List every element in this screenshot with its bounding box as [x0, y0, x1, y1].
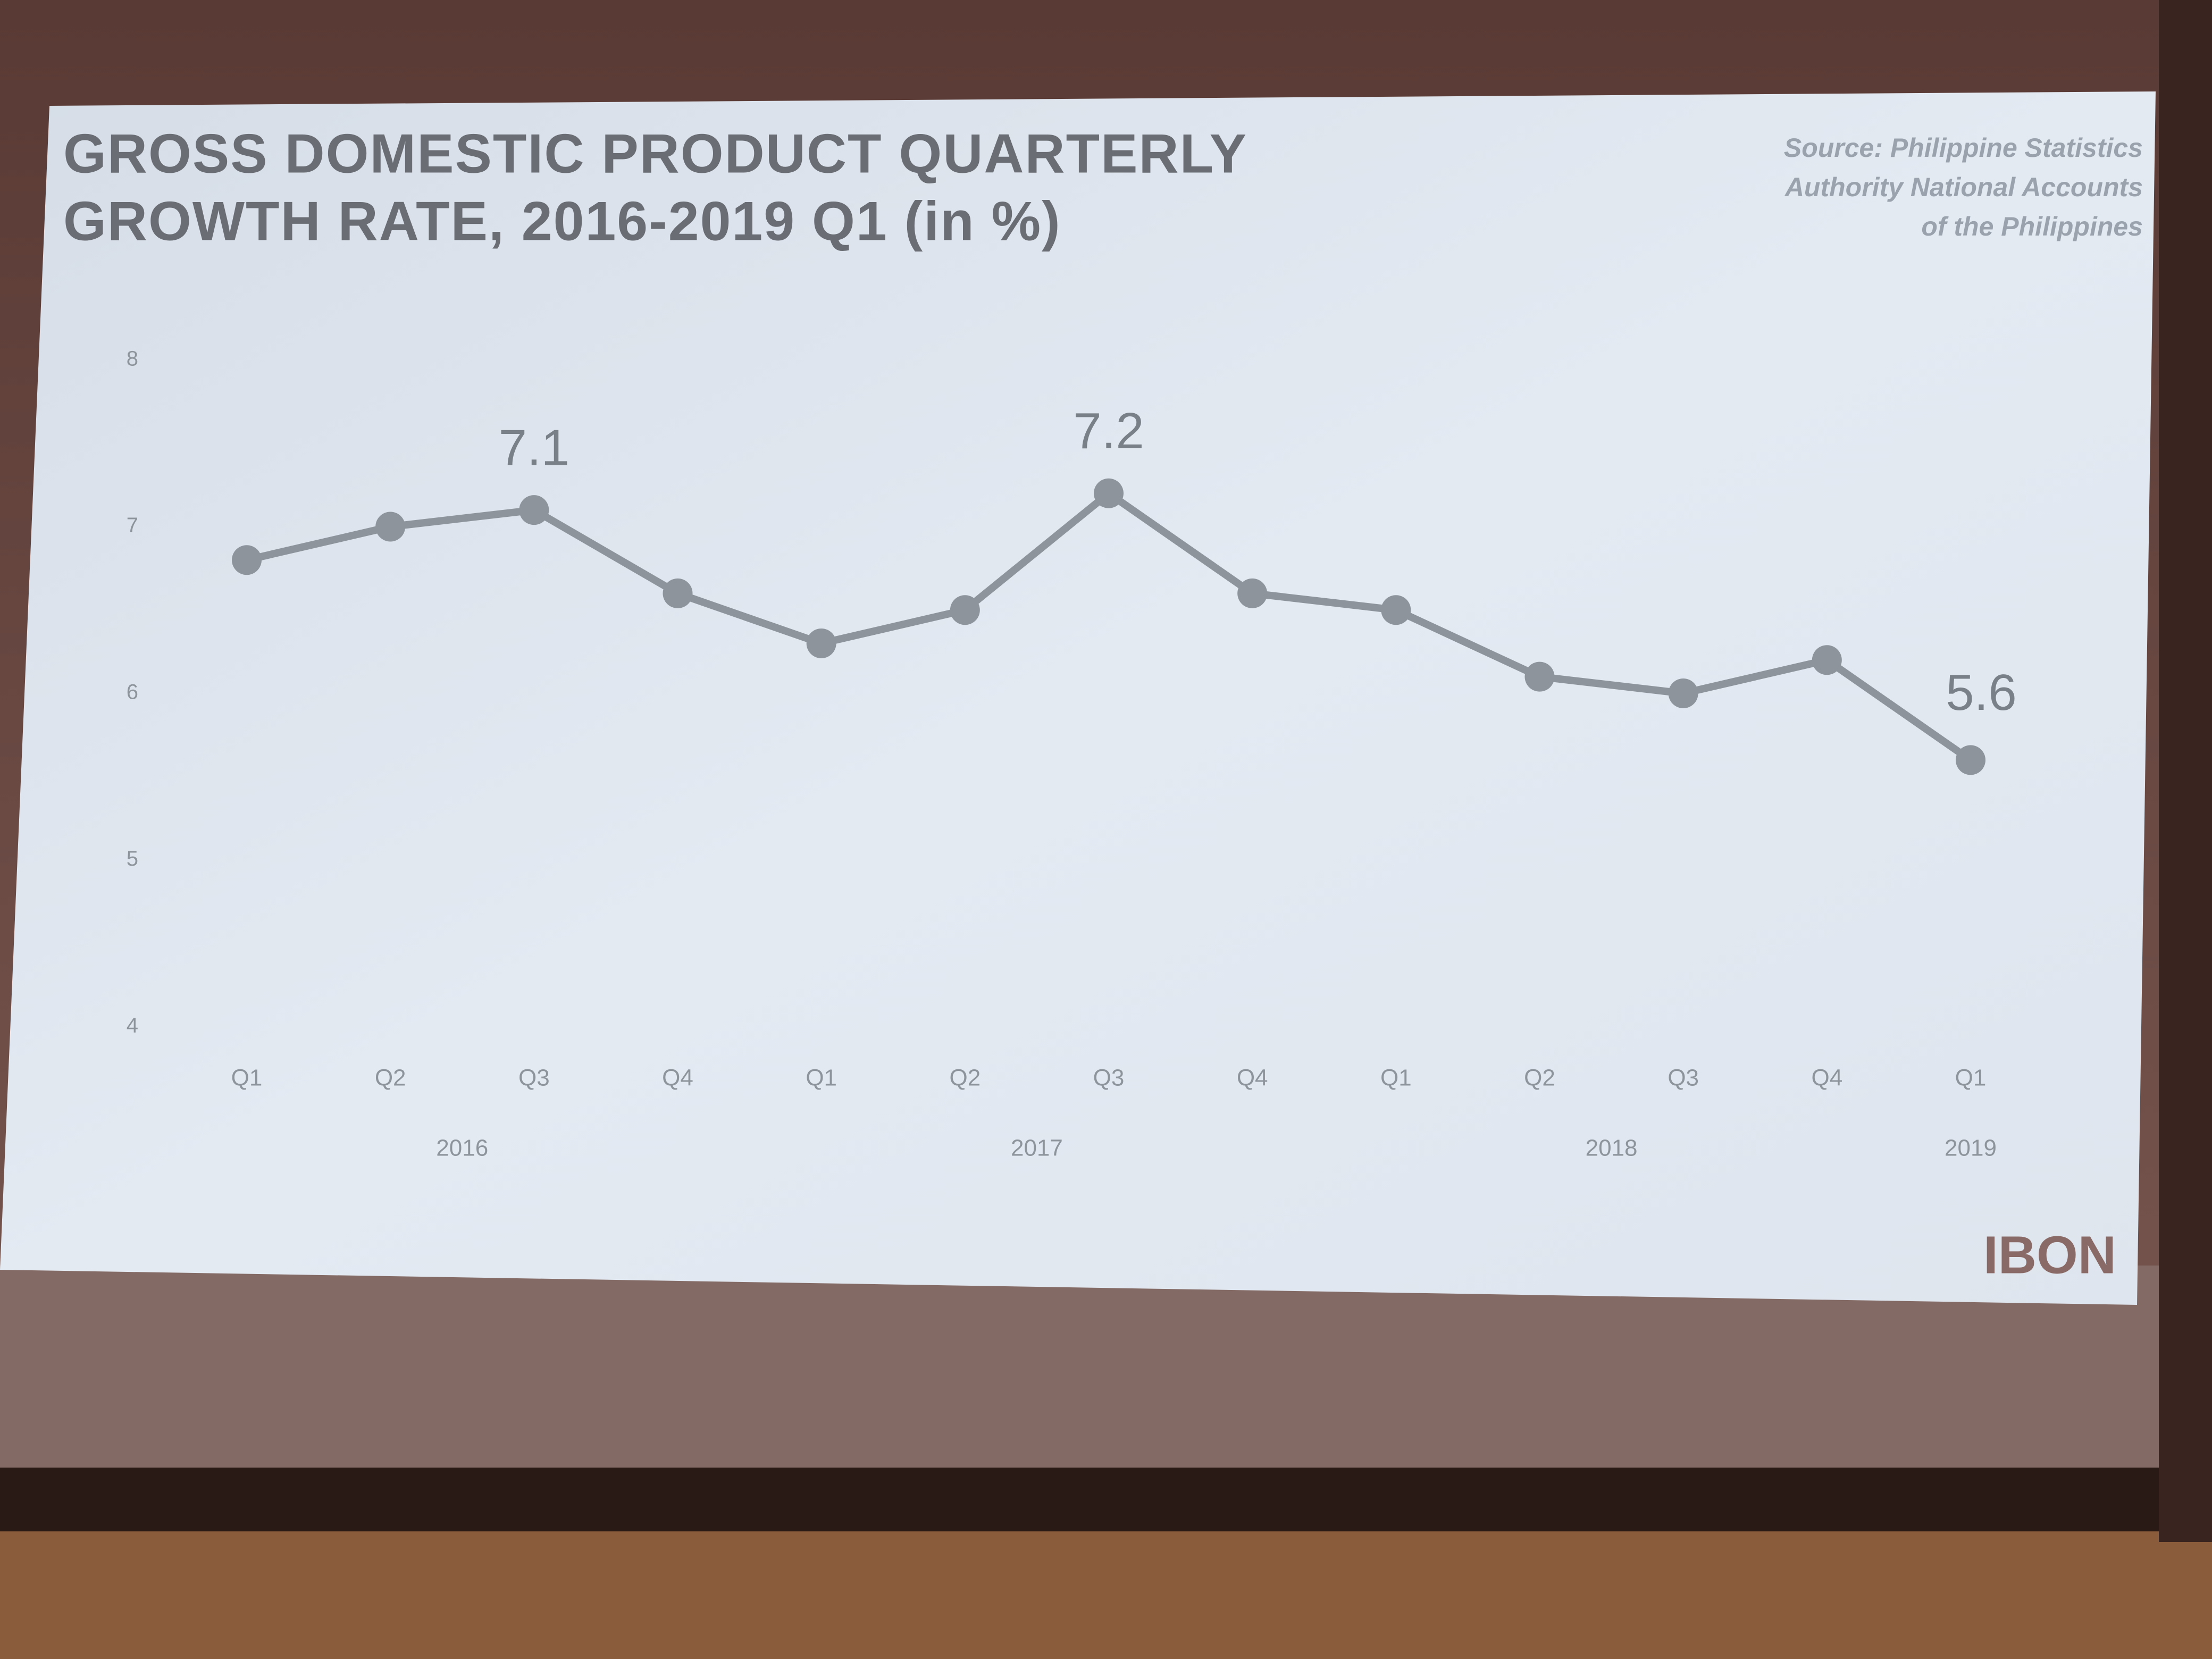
data-point: [663, 578, 693, 608]
x-tick-label: Q1: [806, 1065, 837, 1091]
x-tick-label: Q1: [1955, 1065, 1987, 1091]
floor: [0, 1531, 2212, 1659]
x-tick-label: Q4: [1811, 1065, 1842, 1091]
x-tick-label: Q1: [1380, 1065, 1412, 1091]
slide: [0, 91, 2156, 1305]
year-label: 2016: [436, 1135, 488, 1161]
screen-edge: [0, 1468, 2212, 1531]
data-point: [519, 495, 549, 525]
year-label: 2017: [1011, 1135, 1063, 1161]
data-point: [950, 595, 980, 625]
side-wall: [2159, 0, 2212, 1542]
x-tick-label: Q2: [1524, 1065, 1555, 1091]
data-point: [1668, 678, 1698, 708]
data-point: [1381, 595, 1411, 625]
source-note: of the Philippines: [1921, 212, 2143, 241]
data-point: [1524, 661, 1555, 692]
data-point: [1237, 578, 1268, 608]
year-label: 2018: [1586, 1135, 1638, 1161]
y-tick-label: 4: [127, 1014, 138, 1037]
x-tick-label: Q3: [518, 1065, 550, 1091]
logo: IBON: [1983, 1225, 2116, 1285]
source-note: Source: Philippine Statistics: [1784, 133, 2143, 163]
y-tick-label: 8: [127, 347, 138, 371]
data-label: 5.6: [1946, 664, 2016, 721]
data-point: [1812, 645, 1842, 675]
source-note: Authority National Accounts: [1784, 172, 2143, 202]
x-tick-label: Q2: [375, 1065, 406, 1091]
x-tick-label: Q3: [1668, 1065, 1699, 1091]
chart-title: GROSS DOMESTIC PRODUCT QUARTERLY: [63, 123, 1247, 185]
x-tick-label: Q2: [949, 1065, 981, 1091]
x-tick-label: Q3: [1093, 1065, 1125, 1091]
data-point: [1094, 478, 1124, 508]
y-tick-label: 7: [127, 514, 138, 537]
screen-frame: [0, 1266, 2212, 1489]
x-tick-label: Q4: [662, 1065, 693, 1091]
data-point: [806, 628, 836, 658]
chart-title: GROWTH RATE, 2016-2019 Q1 (in %): [63, 190, 1061, 252]
y-tick-label: 6: [127, 681, 138, 704]
data-label: 7.2: [1073, 403, 1144, 459]
data-point: [1956, 745, 1985, 775]
y-tick-label: 5: [127, 847, 138, 870]
x-tick-label: Q1: [231, 1065, 263, 1091]
x-tick-label: Q4: [1237, 1065, 1268, 1091]
year-label: 2019: [1945, 1135, 1997, 1161]
data-label: 7.1: [499, 420, 569, 476]
data-point: [375, 512, 406, 542]
data-point: [232, 545, 262, 575]
